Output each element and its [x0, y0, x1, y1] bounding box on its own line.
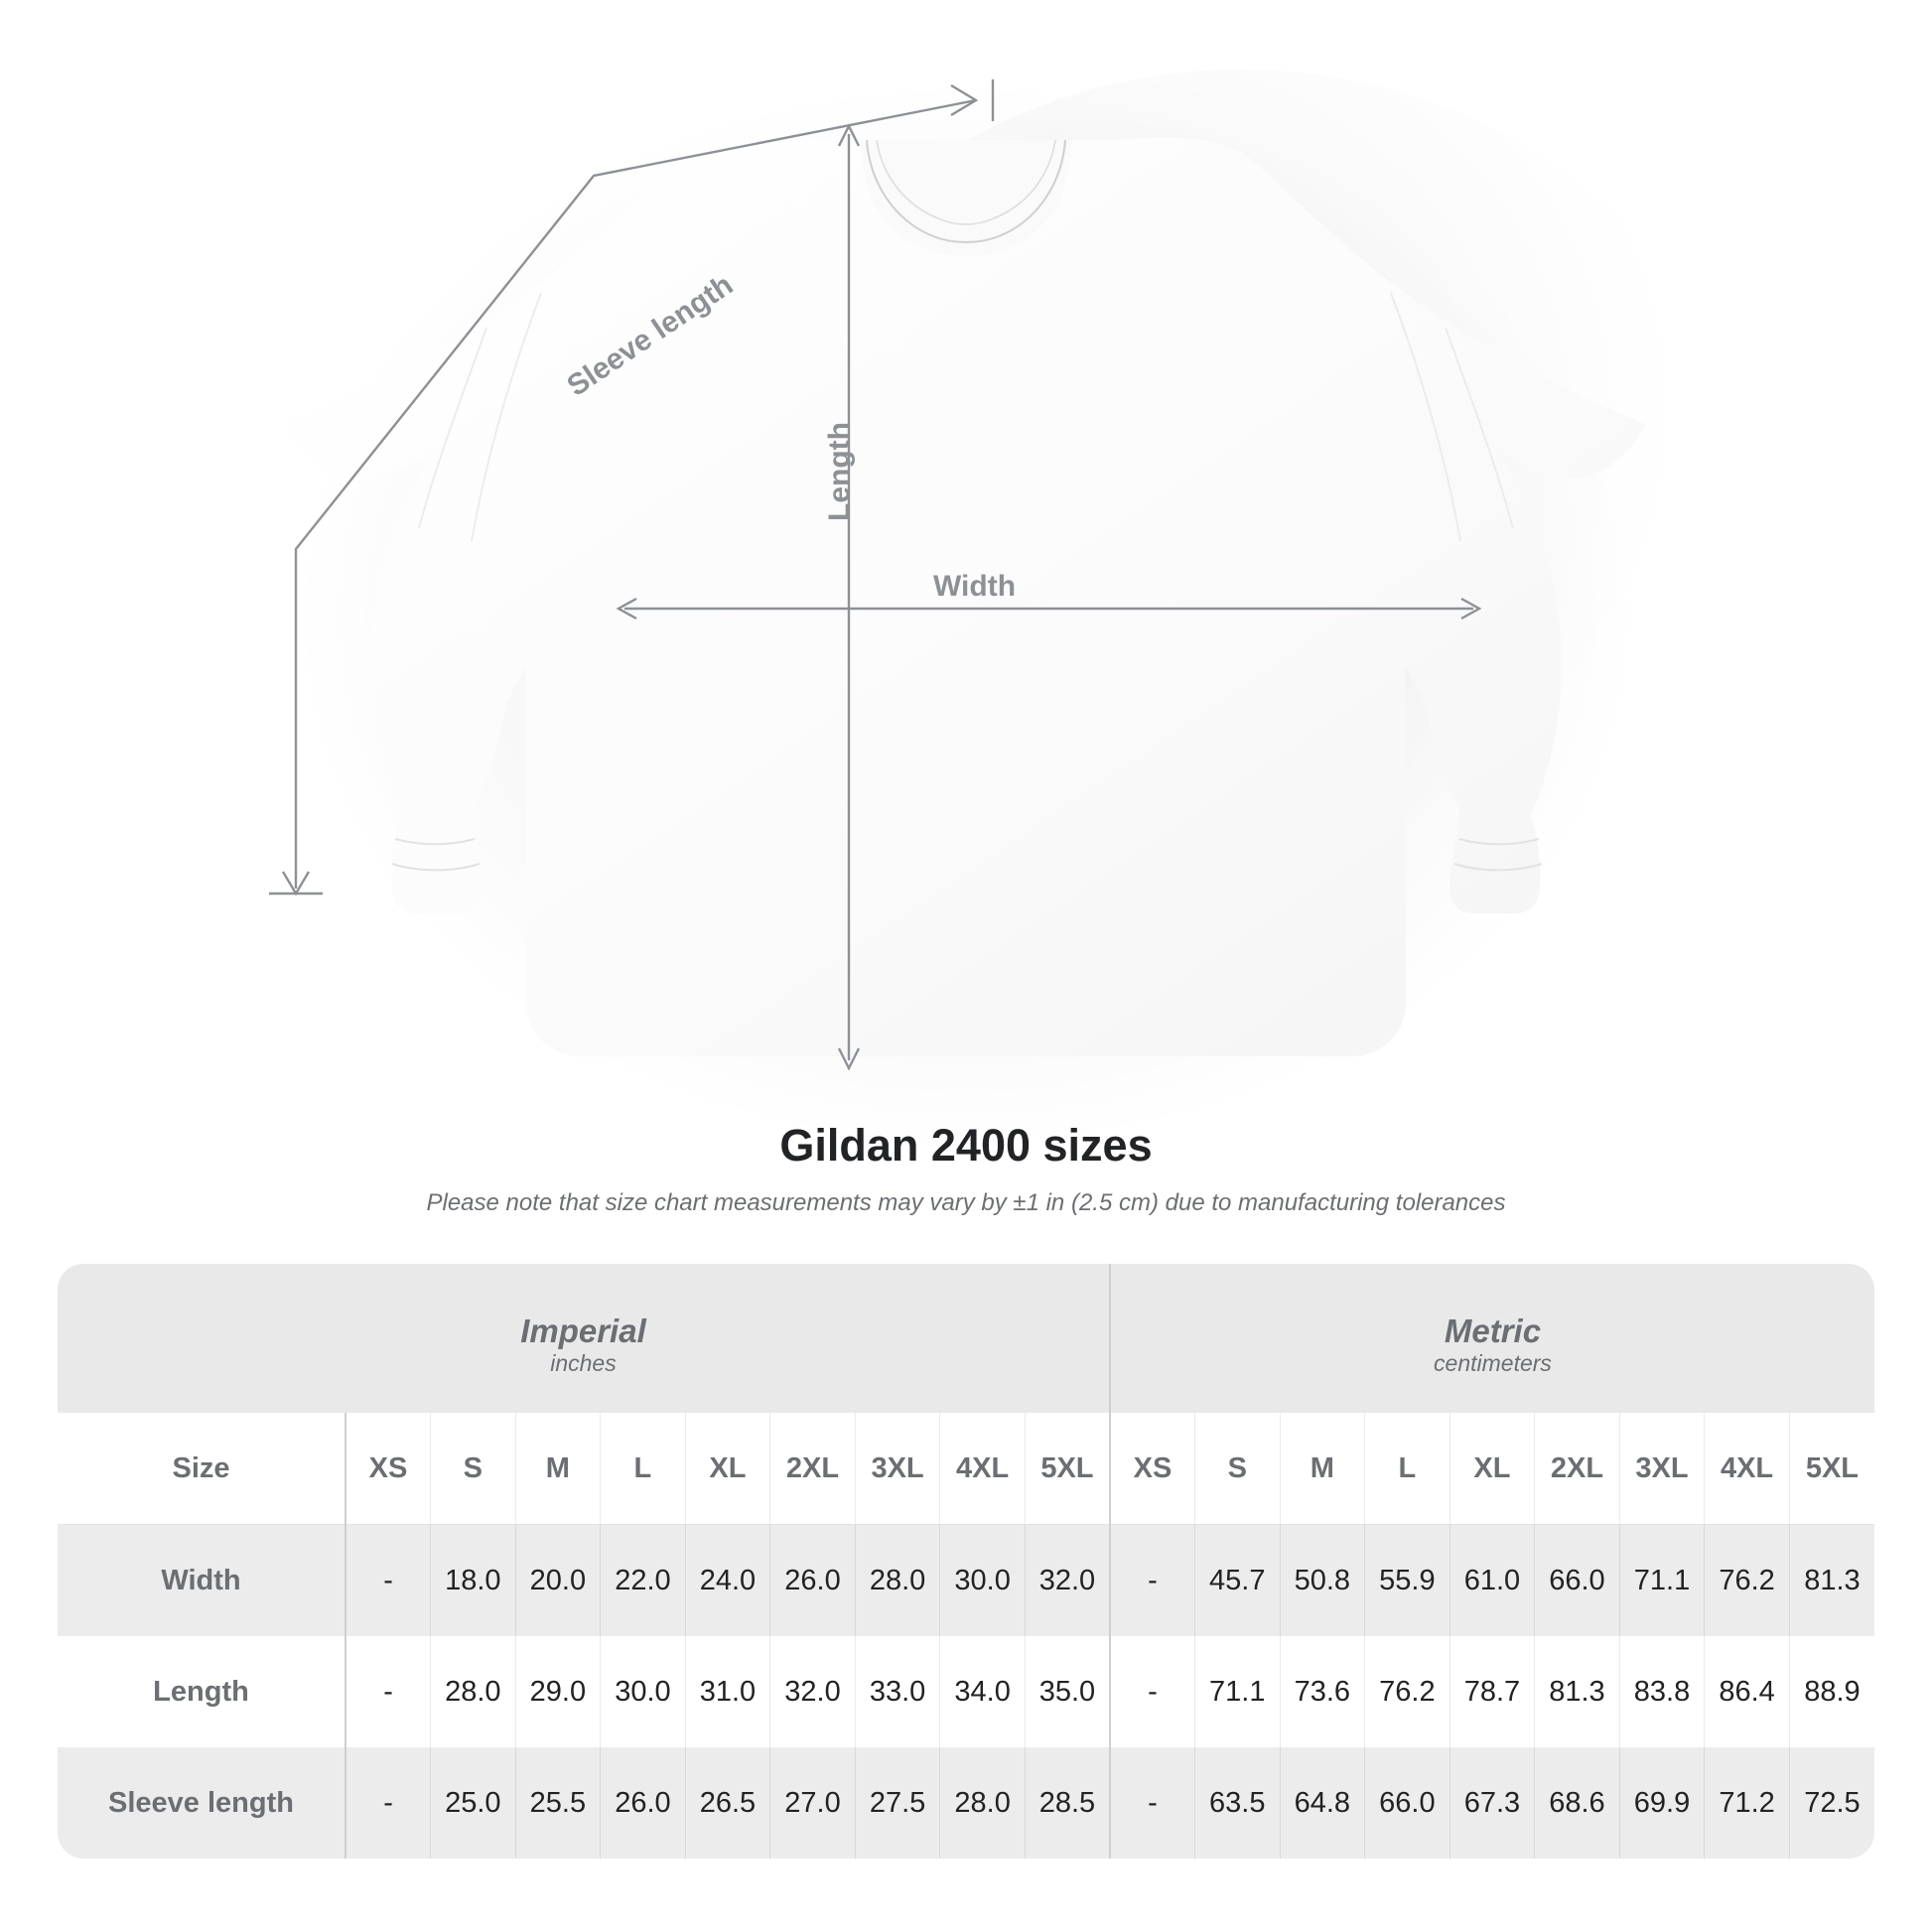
svg-text:Width: Width: [933, 570, 1016, 603]
svg-text:Length: Length: [823, 422, 856, 521]
